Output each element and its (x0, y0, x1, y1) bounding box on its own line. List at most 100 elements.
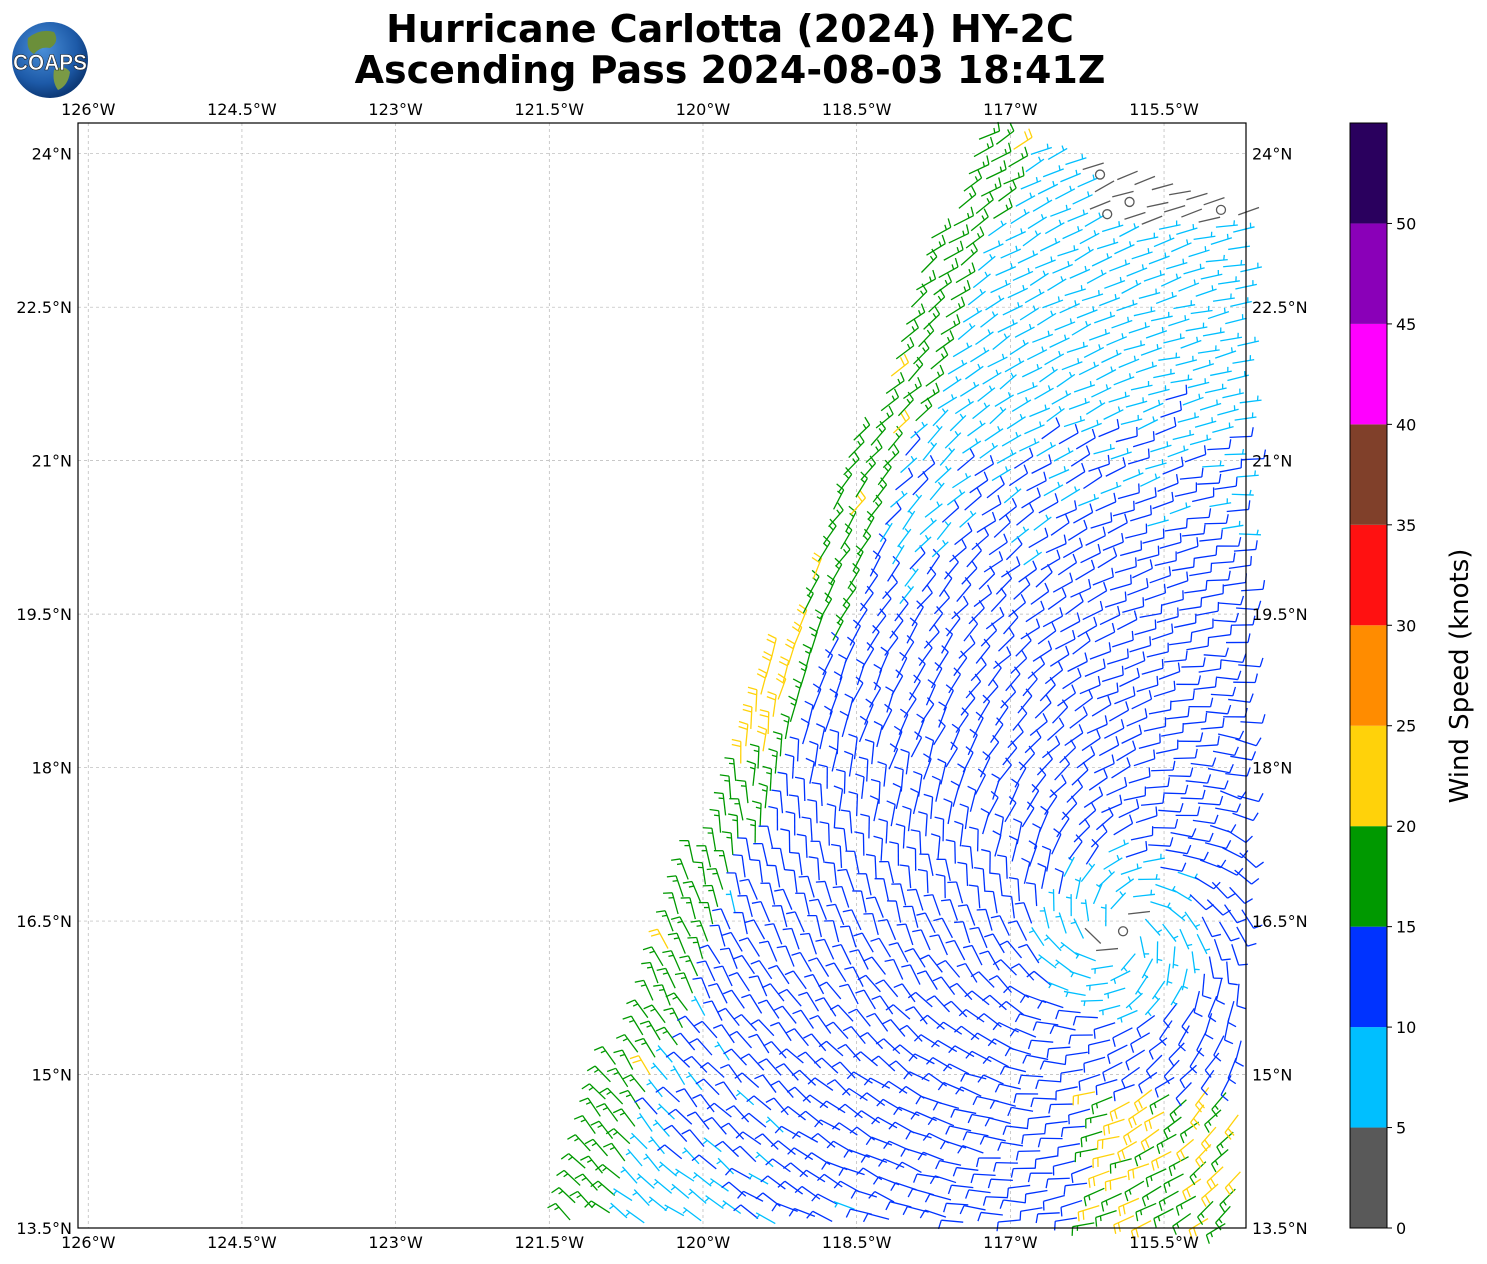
wind-barb (763, 1040, 787, 1059)
wind-barb (1190, 757, 1217, 767)
wind-barb (991, 466, 1012, 482)
wind-barb (1125, 992, 1143, 1010)
wind-barb (881, 703, 893, 730)
wind-barb (885, 1201, 912, 1211)
wind-barb (1148, 700, 1172, 715)
wind-barb (1181, 1007, 1195, 1034)
wind-barb (815, 938, 835, 960)
wind-barb (1032, 197, 1053, 212)
wind-barb (1106, 333, 1128, 346)
wind-barb (995, 263, 1017, 276)
wind-barb (1081, 419, 1102, 433)
wind-barb (1000, 245, 1022, 259)
wind-barb (1158, 662, 1181, 680)
wind-barb (809, 740, 819, 767)
wind-barb (609, 1202, 628, 1219)
wind-barb (998, 497, 1018, 521)
wind-barb (1014, 761, 1027, 788)
wind-barb (946, 611, 961, 637)
wind-barb (800, 717, 810, 745)
wind-barb (1021, 487, 1041, 509)
wind-barb (862, 1213, 890, 1223)
wind-barb (950, 1108, 977, 1118)
wind-barb (1019, 438, 1040, 452)
wind-barb (657, 1144, 683, 1160)
wind-barb (1097, 547, 1118, 569)
wind-barb (1168, 767, 1194, 778)
wind-barb (1127, 1163, 1150, 1181)
wind-barb (1054, 867, 1064, 894)
wind-barb (1218, 921, 1240, 942)
wind-barb (1170, 985, 1183, 1006)
wind-barb (900, 1147, 927, 1157)
wind-barb (1099, 605, 1121, 626)
wind-barb (1128, 910, 1151, 915)
wind-barb (771, 789, 784, 814)
wind-barb (805, 757, 815, 784)
wind-barb (724, 757, 737, 781)
wind-barb (1065, 592, 1084, 616)
wind-barb (1066, 894, 1072, 917)
wind-barb (846, 1071, 873, 1084)
wind-barb (1124, 1180, 1145, 1202)
wind-barb (1201, 584, 1224, 599)
wind-barb (873, 663, 883, 691)
wind-barb (943, 798, 953, 825)
wind-barb (843, 451, 860, 476)
wind-barb (1077, 1204, 1100, 1222)
wind-barb (1213, 612, 1239, 623)
wind-barb (1134, 1146, 1155, 1167)
wind-barb (1153, 680, 1176, 698)
wind-barb (1211, 881, 1236, 899)
wind-barb (574, 1173, 598, 1191)
wind-barb (1151, 183, 1174, 191)
wind-barb (865, 896, 884, 918)
wind-barb (970, 656, 987, 682)
wind-barb (1050, 204, 1072, 217)
wind-barb (1155, 416, 1177, 436)
wind-barb (974, 867, 986, 892)
wind-barb (1031, 454, 1052, 474)
wind-barb (1055, 185, 1076, 200)
wind-barb (1095, 1210, 1117, 1227)
wind-barb (945, 296, 966, 318)
wind-barb (1181, 657, 1206, 668)
wind-barb (1069, 970, 1091, 979)
wind-barb (1013, 576, 1031, 600)
wind-barb (1007, 284, 1029, 299)
wind-barb (936, 521, 952, 541)
wind-barb (932, 1101, 960, 1111)
wind-barb (967, 785, 977, 812)
wind-barb (1174, 613, 1197, 629)
wind-barb (1155, 883, 1177, 893)
wind-barb (957, 861, 969, 886)
colorbar-bin (1350, 123, 1387, 224)
wind-barb (717, 1007, 740, 1027)
wind-barb (663, 892, 679, 915)
wind-barb (770, 1080, 794, 1099)
wind-barb (953, 206, 975, 227)
lon-tick-label-top: 115.5°W (1129, 100, 1199, 119)
wind-barb (887, 555, 901, 582)
wind-barb (765, 1097, 789, 1116)
wind-barb (1103, 406, 1124, 420)
wind-barb (1211, 1092, 1227, 1118)
wind-barb (897, 391, 914, 417)
wind-barb (895, 467, 914, 491)
wind-barb (832, 944, 852, 965)
wind-barb (590, 1120, 614, 1140)
wind-barb (920, 248, 938, 273)
wind-barb (1083, 1056, 1106, 1073)
wind-barb (774, 1125, 801, 1138)
wind-barb (1220, 1074, 1232, 1102)
wind-barb (1067, 519, 1088, 541)
wind-barb (756, 725, 768, 752)
wind-barb (826, 903, 845, 926)
wind-barb (1214, 476, 1238, 490)
wind-barb (940, 314, 961, 335)
wind-barb (919, 853, 934, 876)
wind-barb (1157, 474, 1179, 492)
wind-barb (1187, 508, 1212, 520)
wind-barb (653, 984, 671, 1006)
wind-barb (1197, 795, 1224, 806)
